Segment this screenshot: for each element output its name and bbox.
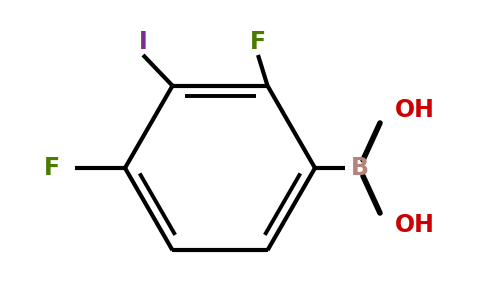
Text: B: B <box>351 156 369 180</box>
Text: OH: OH <box>395 98 435 122</box>
Text: I: I <box>138 30 147 54</box>
Text: F: F <box>250 30 266 54</box>
Text: F: F <box>44 156 60 180</box>
Text: OH: OH <box>395 213 435 237</box>
